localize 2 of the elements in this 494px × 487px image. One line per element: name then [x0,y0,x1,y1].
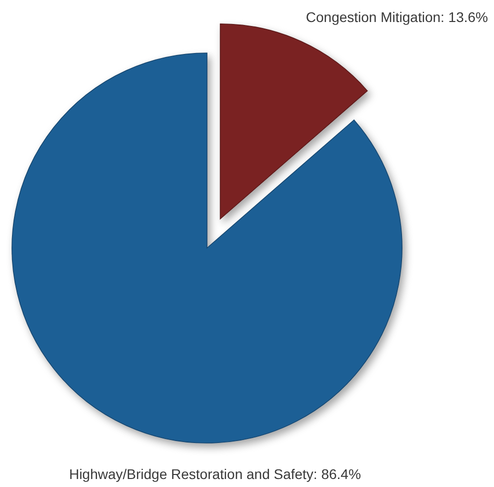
slice-label: Congestion Mitigation: 13.6% [306,9,488,25]
slice-label: Highway/Bridge Restoration and Safety: 86.4% [69,466,361,482]
